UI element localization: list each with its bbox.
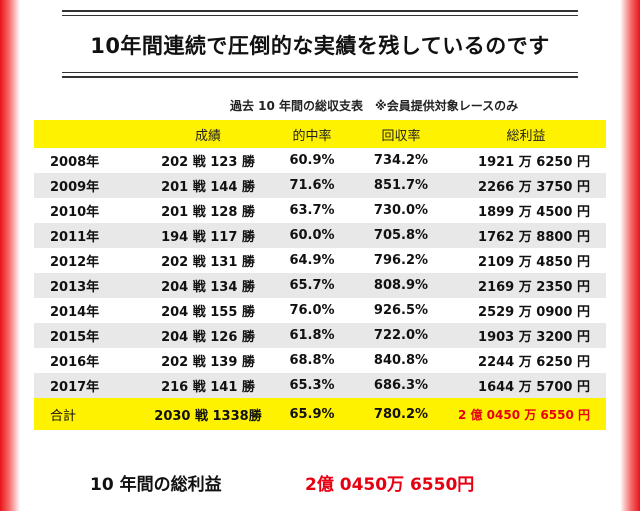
row-return-rate: 705.8% (373, 228, 429, 243)
row-year: 2012年 (50, 255, 100, 270)
row-year: 2010年 (50, 205, 100, 220)
top-rule-thick (62, 10, 578, 12)
row-profit: 2244 万 6250 円 (478, 355, 590, 370)
row-record: 216 戦 141 勝 (161, 380, 255, 395)
row-record: 201 戦 144 勝 (161, 180, 255, 195)
row-profit: 1903 万 3200 円 (478, 330, 590, 345)
row-year: 2017年 (50, 380, 100, 395)
table-row: 2008年 202 戦 123 勝 60.9% 734.2% 1921 万 6250 円 (34, 148, 606, 173)
total-label: 合計 (50, 408, 77, 424)
row-hit-rate: 71.6% (289, 178, 335, 193)
row-hit-rate: 65.3% (289, 378, 335, 393)
top-divider (62, 10, 578, 19)
row-profit: 2169 万 2350 円 (478, 280, 590, 295)
row-return-rate: 686.3% (373, 378, 429, 393)
table-row: 2015年 204 戦 126 勝 61.8% 722.0% 1903 万 3200 円 (34, 323, 606, 348)
row-year: 2015年 (50, 330, 100, 345)
row-hit-rate: 76.0% (289, 303, 335, 318)
row-return-rate: 796.2% (373, 253, 429, 268)
row-hit-rate: 68.8% (289, 353, 335, 368)
header-year (34, 120, 148, 148)
row-record: 202 戦 139 勝 (161, 355, 255, 370)
row-hit-rate: 60.9% (289, 153, 335, 168)
summary-label: 10 年間の総利益 (90, 475, 222, 495)
row-profit: 1921 万 6250 円 (478, 155, 590, 170)
header-hit-rate: 的中率 (292, 128, 332, 144)
row-year: 2016年 (50, 355, 100, 370)
row-year: 2009年 (50, 180, 100, 195)
left-red-border (0, 0, 20, 511)
total-record: 2030 戦 1338勝 (154, 408, 262, 424)
header-total-profit: 総利益 (506, 128, 546, 144)
row-return-rate: 851.7% (373, 178, 429, 193)
row-record: 202 戦 123 勝 (161, 155, 255, 170)
right-red-border (620, 0, 640, 511)
bottom-rule-thin (62, 72, 578, 73)
table-row: 2016年 202 戦 139 勝 68.8% 840.8% 2244 万 6250 円 (34, 348, 606, 373)
table-caption: 過去 10 年間の総収支表 ※会員提供対象レースのみ (230, 99, 519, 113)
row-return-rate: 730.0% (373, 203, 429, 218)
header-record: 成績 (194, 128, 221, 144)
row-hit-rate: 64.9% (289, 253, 335, 268)
row-profit: 2109 万 4850 円 (478, 255, 590, 270)
row-record: 194 戦 117 勝 (161, 230, 255, 245)
table-row: 2012年 202 戦 131 勝 64.9% 796.2% 2109 万 4850 円 (34, 248, 606, 273)
table-row: 2014年 204 戦 155 勝 76.0% 926.5% 2529 万 0900 円 (34, 298, 606, 323)
header-return-rate: 回収率 (381, 128, 421, 144)
row-return-rate: 926.5% (373, 303, 429, 318)
headline: 10年間連続で圧倒的な実績を残しているのです (90, 34, 550, 58)
summary-value: 2億 0450万 6550円 (305, 475, 475, 495)
row-year: 2014年 (50, 305, 100, 320)
main-content: 10年間連続で圧倒的な実績を残しているのです 過去 10 年間の総収支表 ※会員… (20, 0, 620, 511)
table-row: 2009年 201 戦 144 勝 71.6% 851.7% 2266 万 3750 円 (34, 173, 606, 198)
row-record: 204 戦 126 勝 (161, 330, 255, 345)
row-hit-rate: 61.8% (289, 328, 335, 343)
row-hit-rate: 65.7% (289, 278, 335, 293)
results-table: 成績 的中率 回収率 総利益 2008年 202 戦 123 勝 60.9% 734.… (34, 120, 606, 430)
row-return-rate: 840.8% (373, 353, 429, 368)
table-header-row: 成績 的中率 回収率 総利益 (34, 120, 606, 148)
row-year: 2008年 (50, 155, 100, 170)
row-record: 204 戦 155 勝 (161, 305, 255, 320)
row-record: 202 戦 131 勝 (161, 255, 255, 270)
table-row: 2010年 201 戦 128 勝 63.7% 730.0% 1899 万 4500 円 (34, 198, 606, 223)
row-return-rate: 808.9% (373, 278, 429, 293)
table-row: 2017年 216 戦 141 勝 65.3% 686.3% 1644 万 5700 円 (34, 373, 606, 398)
row-hit-rate: 60.0% (289, 228, 335, 243)
row-profit: 1644 万 5700 円 (478, 380, 590, 395)
row-record: 201 戦 128 勝 (161, 205, 255, 220)
top-rule-thin (62, 15, 578, 16)
total-return-rate: 780.2% (373, 406, 429, 422)
row-record: 204 戦 134 勝 (161, 280, 255, 295)
row-profit: 1899 万 4500 円 (478, 205, 590, 220)
total-profit: 2 億 0450 万 6550 円 (457, 407, 590, 422)
row-profit: 2266 万 3750 円 (478, 180, 590, 195)
row-year: 2013年 (50, 280, 100, 295)
bottom-divider (62, 72, 578, 81)
row-hit-rate: 63.7% (289, 203, 335, 218)
row-profit: 2529 万 0900 円 (478, 305, 590, 320)
bottom-rule-thick (62, 76, 578, 78)
row-return-rate: 722.0% (373, 328, 429, 343)
total-hit-rate: 65.9% (289, 406, 335, 422)
total-row: 合計 2030 戦 1338勝 65.9% 780.2% 2 億 0450 万 … (34, 398, 606, 430)
row-return-rate: 734.2% (373, 153, 429, 168)
row-year: 2011年 (50, 230, 100, 245)
table-row: 2013年 204 戦 134 勝 65.7% 808.9% 2169 万 2350 円 (34, 273, 606, 298)
row-profit: 1762 万 8800 円 (478, 230, 590, 245)
table-row: 2011年 194 戦 117 勝 60.0% 705.8% 1762 万 8800 円 (34, 223, 606, 248)
